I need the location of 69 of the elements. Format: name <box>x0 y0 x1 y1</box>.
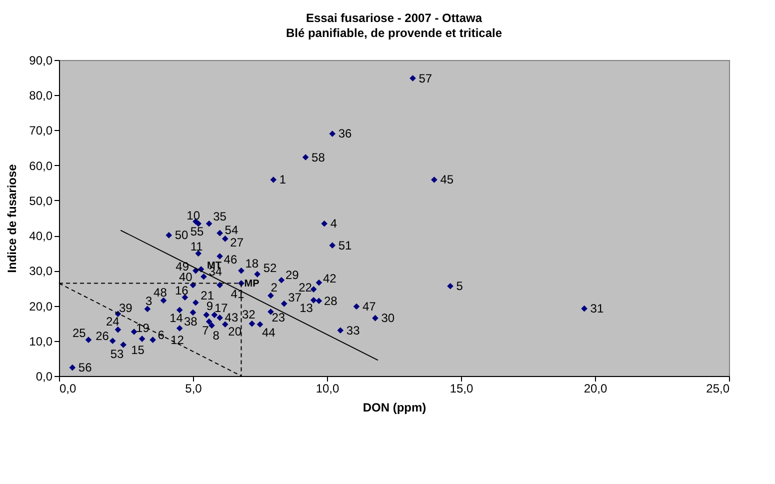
annotation: 15 <box>131 342 145 357</box>
y-tick-label: 10,0 <box>29 334 53 348</box>
annotation: MP <box>244 278 260 290</box>
x-tick-label: 15,0 <box>450 382 474 396</box>
annotation: 33 <box>346 323 360 338</box>
x-axis-title: DON (ppm) <box>362 400 426 414</box>
annotation: 51 <box>338 238 352 252</box>
annotation: 24 <box>106 314 120 329</box>
x-tick-label: 0,0 <box>60 382 77 396</box>
annotation: 32 <box>242 308 256 322</box>
y-tick-label: 60,0 <box>29 158 53 173</box>
annotation: 8 <box>212 328 220 342</box>
y-tick-label: 30,0 <box>29 264 53 278</box>
annotation: 46 <box>224 252 238 266</box>
annotation: 28 <box>324 294 338 308</box>
y-tick-label: 70,0 <box>29 124 53 138</box>
annotation: 50 <box>174 228 189 242</box>
annotation: 36 <box>338 126 352 141</box>
annotation: 20 <box>228 324 242 338</box>
annotation: 48 <box>154 286 168 300</box>
x-tick-label: 20,0 <box>584 382 608 396</box>
x-tick-label: 10,0 <box>316 382 340 396</box>
annotation: 45 <box>440 172 454 187</box>
annotation: 7 <box>202 324 210 338</box>
annotation: 14 <box>170 310 184 325</box>
annotation: 1 <box>279 172 286 187</box>
annotation: 4 <box>330 216 338 231</box>
annotation: 31 <box>590 302 604 316</box>
annotation: 19 <box>136 320 150 335</box>
annotation: 54 <box>224 223 238 238</box>
y-axis-title: Indice de fusariose <box>5 164 20 273</box>
annotation: 27 <box>230 236 244 250</box>
y-tick-label: 80,0 <box>29 88 53 103</box>
annotation: 11 <box>190 239 204 254</box>
annotation: 29 <box>285 268 300 282</box>
annotation: 39 <box>118 300 133 315</box>
annotation: 30 <box>381 311 395 326</box>
x-tick-label: 5,0 <box>185 382 202 396</box>
annotation: 23 <box>272 310 286 325</box>
y-tick-label: 50,0 <box>29 194 53 208</box>
annotation: 52 <box>263 261 277 276</box>
chart-title: Essai fusariose - 2007 - Ottawa <box>306 11 482 25</box>
annotation: 57 <box>418 71 432 86</box>
annotation: 13 <box>300 301 314 316</box>
annotation: 18 <box>245 256 259 271</box>
annotation: 35 <box>213 210 227 224</box>
annotation: 2 <box>270 280 278 295</box>
annotation: 5 <box>456 279 464 294</box>
y-tick-label: 40,0 <box>29 229 53 244</box>
annotation: 56 <box>78 360 92 375</box>
annotation: 3 <box>145 294 152 308</box>
annotation: 42 <box>322 272 337 286</box>
annotation: 6 <box>158 328 165 342</box>
annotation: 47 <box>362 299 376 314</box>
annotation: 25 <box>72 326 86 340</box>
y-tick-label: 90,0 <box>29 54 53 68</box>
annotation: 10 <box>186 208 200 223</box>
y-tick-label: 20,0 <box>29 299 53 314</box>
annotation: 38 <box>184 314 198 328</box>
y-tick-label: 0,0 <box>36 370 53 384</box>
annotation: 12 <box>170 333 184 348</box>
annotation: 53 <box>110 346 124 361</box>
chart-subtitle: Blé panifiable, de provende et triticale <box>286 26 502 40</box>
annotation: 58 <box>312 150 326 164</box>
annotation: 44 <box>262 325 276 340</box>
annotation: 26 <box>96 328 110 343</box>
x-tick-label: 25,0 <box>706 382 730 396</box>
annotation: 55 <box>190 224 204 239</box>
annotation: 16 <box>174 283 189 298</box>
